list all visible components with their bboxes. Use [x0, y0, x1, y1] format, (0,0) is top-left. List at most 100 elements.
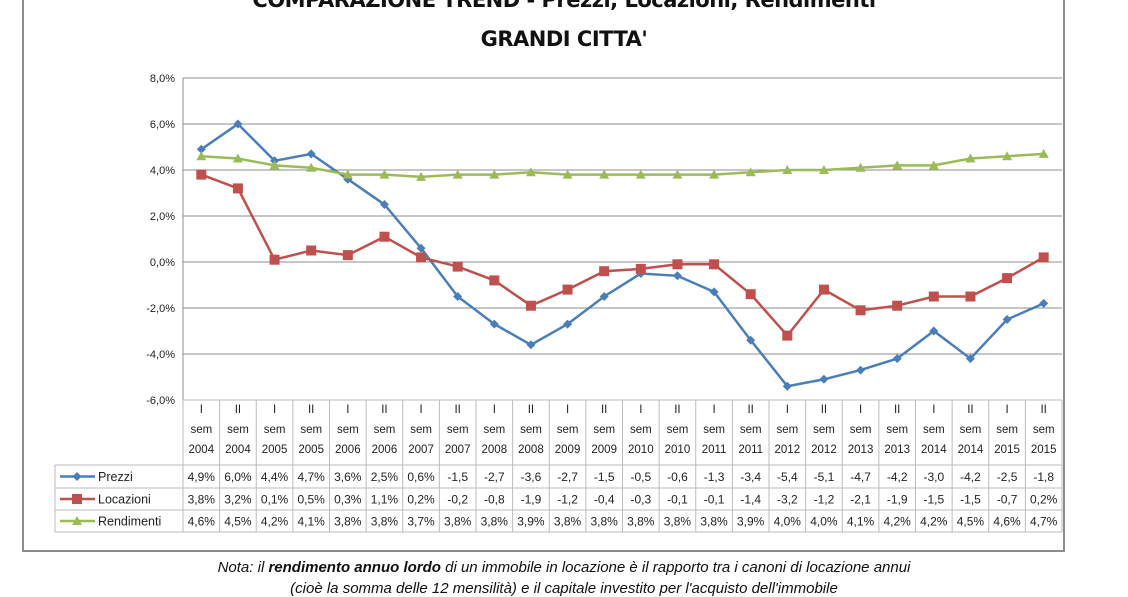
- data-label-rendimenti: 4,1%: [298, 515, 326, 529]
- data-label-locazioni: -1,2: [814, 493, 835, 507]
- locazioni-point: [452, 261, 463, 272]
- data-label-rendimenti: 3,8%: [334, 515, 362, 529]
- x-category-label: I: [566, 404, 569, 416]
- rendimenti-point: [269, 160, 280, 170]
- x-category-label: 2008: [482, 444, 508, 456]
- legend-marker-rendimenti: [72, 516, 82, 525]
- legend-label-rendimenti: Rendimenti: [98, 515, 161, 529]
- data-label-locazioni: -0,1: [704, 493, 725, 507]
- x-category-label: 2008: [518, 444, 544, 456]
- data-label-prezzi: 4,9%: [188, 470, 216, 484]
- x-category-label: sem: [447, 424, 469, 436]
- x-category-label: 2012: [811, 444, 837, 456]
- locazioni-point: [818, 284, 829, 295]
- data-label-locazioni: -0,3: [630, 493, 651, 507]
- data-label-prezzi: -3,6: [521, 470, 542, 484]
- data-label-rendimenti: 4,0%: [774, 515, 802, 529]
- data-label-prezzi: -3,0: [923, 470, 944, 484]
- data-label-prezzi: -0,6: [667, 470, 688, 484]
- rendimenti-point: [1038, 148, 1049, 158]
- y-tick-label: 8,0%: [150, 73, 175, 85]
- data-label-prezzi: -5,1: [814, 470, 835, 484]
- prezzi-point: [672, 271, 682, 281]
- data-label-prezzi: -1,5: [447, 470, 468, 484]
- x-category-label: I: [200, 404, 203, 416]
- data-label-locazioni: 3,8%: [188, 493, 216, 507]
- data-label-locazioni: -0,8: [484, 493, 505, 507]
- data-label-locazioni: -1,5: [923, 493, 944, 507]
- x-category-label: II: [308, 404, 314, 416]
- x-category-label: sem: [813, 424, 835, 436]
- data-label-prezzi: -4,2: [887, 470, 908, 484]
- data-label-rendimenti: 3,8%: [554, 515, 582, 529]
- locazioni-point: [489, 275, 500, 286]
- locazioni-point: [416, 252, 427, 263]
- x-category-label: 2009: [591, 444, 617, 456]
- locazioni-point: [562, 284, 573, 295]
- x-category-label: sem: [374, 424, 396, 436]
- prezzi-point: [563, 319, 573, 329]
- x-category-label: I: [1005, 404, 1008, 416]
- locazioni-line: [200, 173, 1045, 338]
- locazioni-point: [525, 300, 536, 311]
- x-category-label: sem: [886, 424, 908, 436]
- x-category-label: 2005: [262, 444, 288, 456]
- prezzi-point: [379, 200, 389, 209]
- x-category-label: sem: [300, 424, 322, 436]
- locazioni-point: [342, 250, 353, 261]
- data-label-locazioni: -0,7: [997, 493, 1018, 507]
- x-category-label: sem: [960, 424, 982, 436]
- data-label-locazioni: 0,2%: [1030, 493, 1058, 507]
- x-category-label: 2015: [1031, 444, 1057, 456]
- note-suffix: di un immobile in locazione è il rapport…: [440, 559, 911, 576]
- x-category-label: 2010: [665, 444, 691, 456]
- data-label-locazioni: -0,1: [667, 493, 688, 507]
- x-category-label: II: [967, 404, 973, 416]
- data-label-rendimenti: 3,9%: [517, 515, 545, 529]
- note-line-1: Nota: il rendimento annuo lordo di un im…: [0, 559, 1128, 576]
- x-category-label: 2012: [775, 444, 801, 456]
- data-label-prezzi: -1,5: [594, 470, 615, 484]
- data-label-rendimenti: 4,2%: [884, 515, 912, 529]
- data-label-rendimenti: 4,0%: [810, 515, 838, 529]
- data-label-prezzi: -1,8: [1033, 470, 1054, 484]
- data-label-prezzi: -3,4: [740, 470, 761, 484]
- x-category-label: I: [419, 404, 422, 416]
- prezzi-point: [453, 292, 463, 301]
- locazioni-point: [745, 289, 756, 300]
- prezzi-point: [819, 374, 829, 384]
- data-label-locazioni: -1,4: [740, 493, 761, 507]
- locazioni-point: [306, 245, 317, 256]
- y-tick-label: 6,0%: [150, 119, 175, 131]
- x-category-label: II: [821, 404, 827, 416]
- data-label-prezzi: 4,4%: [261, 470, 289, 484]
- data-label-locazioni: -2,1: [850, 493, 871, 507]
- locazioni-point: [196, 169, 207, 180]
- data-label-rendimenti: 4,2%: [920, 515, 948, 529]
- note-prefix: Nota: il: [217, 559, 269, 576]
- data-label-prezzi: -1,3: [704, 470, 725, 484]
- data-label-rendimenti: 4,6%: [993, 515, 1021, 529]
- x-category-label: sem: [996, 424, 1018, 436]
- rendimenti-point: [196, 151, 207, 161]
- data-label-prezzi: 0,6%: [407, 470, 435, 484]
- data-label-prezzi: -4,2: [960, 470, 981, 484]
- x-category-label: II: [894, 404, 900, 416]
- data-label-locazioni: 0,2%: [407, 493, 435, 507]
- x-category-label: sem: [337, 424, 359, 436]
- locazioni-point: [855, 305, 866, 316]
- x-category-label: II: [674, 404, 680, 416]
- x-category-label: sem: [703, 424, 725, 436]
- data-label-rendimenti: 3,9%: [737, 515, 765, 529]
- data-label-prezzi: -0,5: [630, 470, 651, 484]
- rendimenti-point: [379, 169, 390, 179]
- x-category-label: 2011: [738, 444, 763, 456]
- data-label-prezzi: 2,5%: [371, 470, 399, 484]
- data-label-rendimenti: 3,8%: [481, 515, 509, 529]
- data-label-rendimenti: 3,7%: [407, 515, 435, 529]
- x-category-label: sem: [923, 424, 945, 436]
- prezzi-point: [1039, 298, 1049, 308]
- data-label-locazioni: -1,9: [887, 493, 908, 507]
- x-category-label: 2007: [408, 444, 434, 456]
